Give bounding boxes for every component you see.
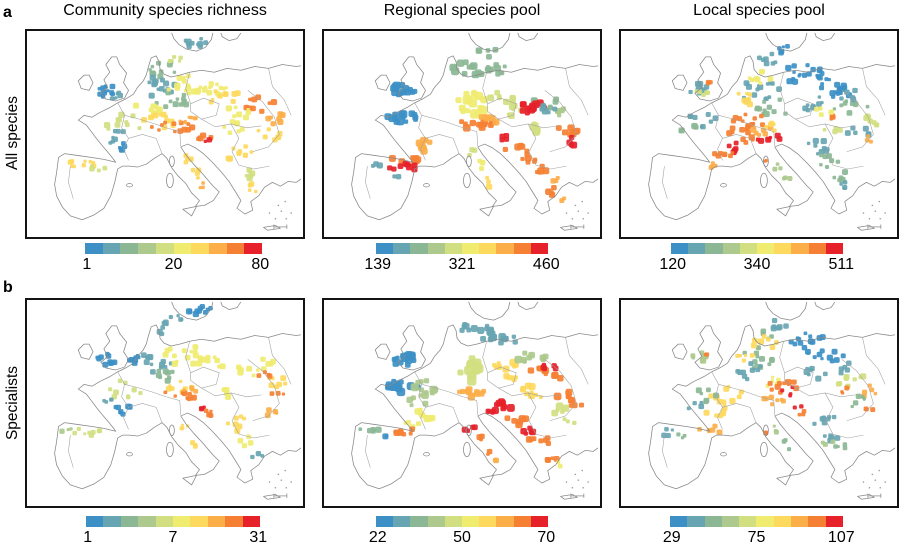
tick-mid: 321 bbox=[448, 256, 476, 273]
colorbar-all-community: 1 20 80 bbox=[82, 243, 269, 275]
colorbar-spec-local: 29 75 107 bbox=[663, 516, 855, 548]
map-all-species-community bbox=[25, 29, 305, 239]
tick-max: 31 bbox=[249, 529, 268, 546]
coastlines bbox=[351, 32, 599, 231]
column-title-regional: Regional species pool bbox=[383, 2, 541, 19]
tick-max: 107 bbox=[827, 529, 855, 546]
species-data-patches bbox=[67, 37, 286, 194]
colorbar-strip bbox=[376, 243, 549, 254]
map-scale-marker bbox=[273, 493, 288, 498]
column-title-local: Local species pool bbox=[693, 2, 825, 19]
panel-letter-b: b bbox=[3, 279, 13, 296]
country-borders bbox=[365, 337, 589, 468]
colorbar-all-local: 120 340 511 bbox=[659, 243, 854, 275]
species-data-patches bbox=[358, 322, 585, 469]
island-dots bbox=[565, 200, 589, 220]
column-title-community: Community species richness bbox=[63, 2, 267, 19]
island-dots bbox=[862, 469, 886, 489]
map-all-species-regional bbox=[322, 29, 602, 239]
map-scale-marker bbox=[570, 224, 585, 229]
tick-max: 460 bbox=[532, 256, 560, 273]
coastlines bbox=[351, 301, 599, 500]
tick-max: 511 bbox=[828, 256, 855, 273]
tick-mid: 75 bbox=[747, 529, 766, 546]
row-label-specialists: Specialists bbox=[4, 365, 21, 441]
map-scale-marker bbox=[273, 224, 288, 229]
panel-letter-a: a bbox=[3, 4, 12, 21]
map-specialists-local bbox=[619, 298, 899, 508]
species-data-patches bbox=[59, 304, 288, 460]
tick-min: 139 bbox=[364, 256, 392, 273]
country-borders bbox=[68, 337, 292, 468]
species-data-patches bbox=[370, 46, 581, 203]
map-specialists-community bbox=[25, 298, 305, 508]
country-borders bbox=[68, 68, 292, 199]
tick-min: 120 bbox=[659, 256, 687, 273]
colorbar-all-regional: 139 321 460 bbox=[364, 243, 560, 275]
colorbar-spec-community: 1 7 31 bbox=[83, 516, 267, 548]
map-svg bbox=[648, 301, 896, 500]
tick-mid: 7 bbox=[168, 529, 178, 546]
row-label-all-species: All species bbox=[4, 95, 21, 171]
map-svg bbox=[351, 301, 599, 500]
island-dots bbox=[268, 469, 292, 489]
tick-max: 80 bbox=[251, 256, 270, 273]
colorbar-strip bbox=[671, 243, 844, 254]
tick-max: 70 bbox=[537, 529, 556, 546]
island-dots bbox=[268, 200, 292, 220]
map-specialists-regional bbox=[322, 298, 602, 508]
map-svg bbox=[648, 32, 896, 231]
map-all-species-local bbox=[619, 29, 899, 239]
species-data-patches bbox=[678, 44, 880, 190]
map-svg bbox=[54, 301, 302, 500]
country-borders bbox=[365, 68, 589, 199]
tick-min: 1 bbox=[83, 529, 93, 546]
map-svg bbox=[54, 32, 302, 231]
tick-mid: 20 bbox=[164, 256, 183, 273]
coastlines bbox=[54, 301, 302, 500]
country-borders bbox=[662, 337, 886, 468]
island-dots bbox=[565, 469, 589, 489]
colorbar-strip bbox=[85, 243, 263, 254]
island-dots bbox=[862, 200, 886, 220]
country-borders bbox=[662, 68, 886, 199]
colorbar-spec-regional: 22 50 70 bbox=[369, 516, 555, 548]
tick-min: 29 bbox=[662, 529, 681, 546]
tick-min: 1 bbox=[82, 256, 92, 273]
species-data-patches bbox=[661, 318, 878, 452]
tick-mid: 340 bbox=[743, 256, 771, 273]
colorbar-strip bbox=[86, 516, 261, 527]
map-scale-marker bbox=[867, 224, 882, 229]
map-svg bbox=[351, 32, 599, 231]
colorbar-strip bbox=[670, 516, 843, 527]
tick-min: 22 bbox=[368, 529, 387, 546]
colorbar-strip bbox=[376, 516, 549, 527]
map-scale-marker bbox=[570, 493, 585, 498]
map-scale-marker bbox=[867, 493, 882, 498]
tick-mid: 50 bbox=[453, 529, 471, 546]
